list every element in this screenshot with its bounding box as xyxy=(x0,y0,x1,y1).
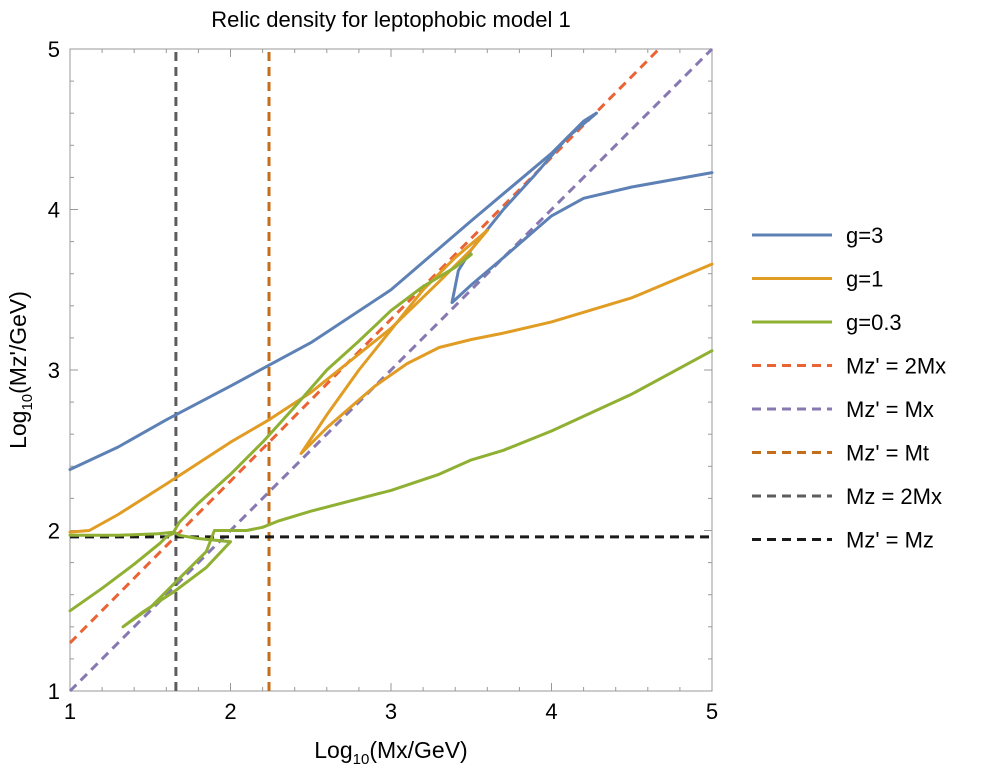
y-tick-label: 5 xyxy=(48,37,60,62)
series-line-mz-mx xyxy=(68,47,714,693)
legend: g=3 g=1 g=0.3 Mz' = 2Mx Mz' = Mx Mz' = Mt Mz =… xyxy=(752,223,946,553)
legend-label: Mz' = Mz xyxy=(846,528,934,553)
x-ticks: 1 2 3 4 5 xyxy=(64,49,718,724)
series-line-g-1 xyxy=(68,228,489,534)
legend-label: g=1 xyxy=(846,267,883,292)
legend-label: g=3 xyxy=(846,223,883,248)
x-tick-label: 5 xyxy=(706,699,718,724)
series-line-mz-2mx xyxy=(68,47,661,644)
series-line-g-3 xyxy=(68,111,598,471)
legend-label: Mz' = 2Mx xyxy=(846,354,946,379)
legend-label: Mz' = Mx xyxy=(846,397,934,422)
y-tick-label: 2 xyxy=(48,519,60,544)
series-lines xyxy=(68,47,714,693)
series-line-g-3 xyxy=(450,111,714,305)
y-ticks: 1 2 3 4 5 xyxy=(48,37,712,704)
y-tick-label: 1 xyxy=(48,679,60,704)
x-tick-label: 3 xyxy=(385,699,397,724)
series-line-g-0-3 xyxy=(68,252,473,613)
y-tick-label: 3 xyxy=(48,358,60,383)
x-tick-label: 4 xyxy=(545,699,557,724)
chart-title: Relic density for leptophobic model 1 xyxy=(211,7,571,32)
legend-label: Mz' = Mt xyxy=(846,441,929,466)
x-tick-label: 1 xyxy=(64,699,76,724)
y-tick-label: 4 xyxy=(48,198,60,223)
series-line-g-0-3 xyxy=(68,349,714,629)
x-axis-label: Log10(Mx/GeV) xyxy=(314,737,467,768)
series-line-g-1 xyxy=(299,228,714,455)
legend-label: g=0.3 xyxy=(846,310,902,335)
y-axis-label: Log10(Mz'/GeV) xyxy=(5,291,36,449)
legend-label: Mz = 2Mx xyxy=(846,484,942,509)
x-tick-label: 2 xyxy=(224,699,236,724)
